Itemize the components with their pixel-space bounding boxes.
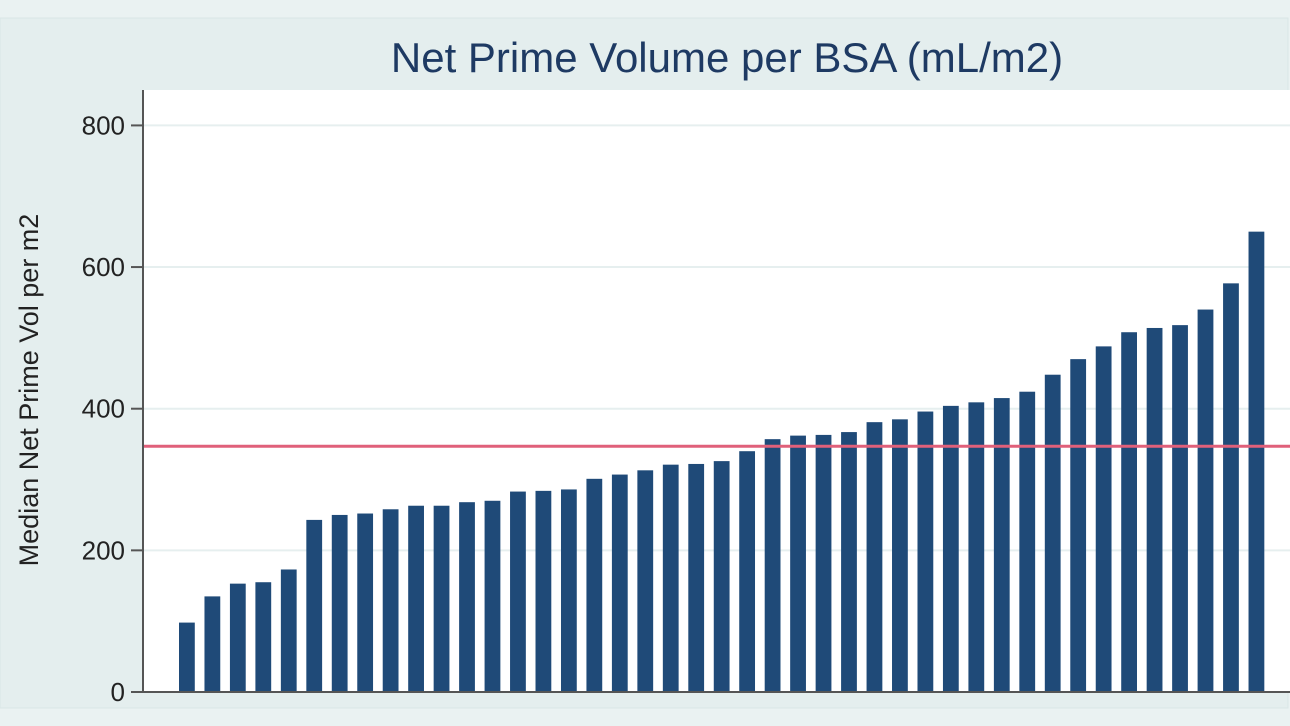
bar-20 (662, 464, 679, 692)
bar-42 (1223, 283, 1239, 692)
axes: 0 200 400 600 800 (82, 90, 1290, 707)
bar-7 (331, 514, 348, 692)
y-tick-label-600: 600 (82, 252, 125, 282)
bar-35 (1044, 374, 1061, 692)
bar-15 (535, 490, 552, 692)
bar-26 (815, 434, 832, 692)
bar-41 (1197, 309, 1214, 692)
bar-23 (739, 451, 756, 692)
bar-32 (968, 402, 985, 692)
bar-11 (433, 505, 450, 692)
chart-title: Net Prime Volume per BSA (mL/m2) (391, 34, 1063, 81)
bar-31 (942, 405, 959, 692)
bar-22 (713, 461, 730, 692)
bar-6 (306, 519, 323, 692)
bar-38 (1121, 332, 1137, 692)
bar-13 (484, 500, 501, 692)
bar-8 (357, 513, 374, 692)
bar-24 (764, 439, 781, 692)
bar-21 (688, 463, 705, 692)
bar-19 (637, 470, 654, 692)
bar-30 (917, 411, 934, 692)
bar-9 (382, 509, 399, 692)
bar-10 (408, 505, 424, 692)
bar-12 (459, 502, 475, 692)
y-axis-label: Median Net Prime Vol per m2 (14, 214, 44, 567)
bar-29 (892, 419, 908, 692)
bar-1 (179, 622, 195, 692)
bar-40 (1172, 325, 1188, 692)
bar-43 (1248, 231, 1265, 692)
y-tick-label-200: 200 (82, 535, 125, 565)
bar-36 (1070, 359, 1087, 692)
bar-17 (586, 478, 603, 692)
bar-25 (790, 435, 806, 692)
bar-4 (255, 582, 272, 692)
bar-39 (1146, 327, 1163, 692)
bar-18 (611, 474, 628, 692)
bar-37 (1095, 346, 1112, 692)
bar-5 (280, 569, 297, 692)
bar-34 (1019, 391, 1036, 692)
bar-16 (560, 489, 577, 692)
bar-33 (993, 398, 1010, 692)
y-tick-label-400: 400 (82, 394, 125, 424)
bar-2 (204, 596, 221, 692)
y-tick-label-0: 0 (111, 677, 125, 707)
bar-28 (866, 422, 883, 692)
bars (179, 231, 1265, 692)
bar-3 (229, 583, 246, 692)
bar-27 (841, 432, 857, 692)
bar-14 (510, 491, 526, 692)
y-tick-label-800: 800 (82, 110, 125, 140)
